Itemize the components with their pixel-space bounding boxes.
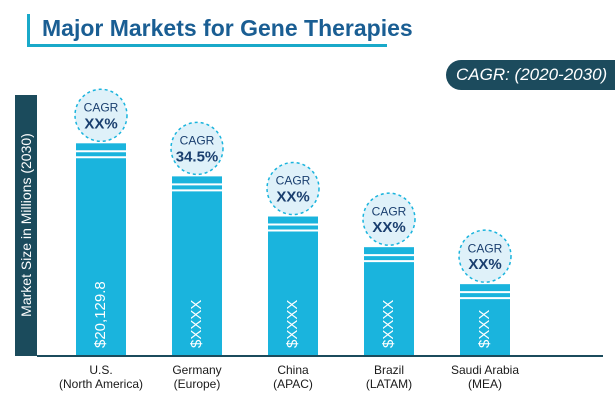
bar [460, 284, 510, 356]
cagr-bubble-value: XX% [84, 115, 117, 132]
bar [172, 176, 222, 356]
x-tick-label-line: (APAC) [273, 377, 313, 391]
x-tick-label: Brazil (LATAM) [334, 363, 444, 391]
x-tick-label-line: Germany [172, 363, 222, 377]
cagr-period-label: CAGR: (2020-2030) [456, 65, 608, 84]
x-tick-label-line: U.S. [89, 363, 113, 377]
bar-value-label: $XXXX [284, 300, 301, 348]
x-tick-label-line: China [277, 363, 309, 377]
x-tick-label: China (APAC) [238, 363, 348, 391]
bar [76, 143, 126, 356]
x-tick-label-line: Saudi Arabia [450, 363, 520, 377]
cagr-bubble-heading: CAGR [468, 241, 503, 255]
cagr-period-badge [446, 60, 615, 90]
bar [364, 247, 414, 356]
bar-value-label: $XXX [476, 310, 493, 348]
cagr-bubble-value: XX% [468, 256, 501, 273]
cagr-bubble-value: XX% [276, 188, 309, 205]
x-tick-label: Saudi Arabia (MEA) [430, 363, 540, 391]
bar-value-label: $XXXX [188, 300, 205, 348]
cagr-bubble [458, 229, 512, 283]
x-tick-label-line: (Europe) [173, 377, 221, 391]
cagr-bubble-value: 34.5% [176, 148, 219, 165]
cagr-bubble-heading: CAGR [276, 174, 311, 188]
bar-value-label: $20,129.8 [92, 281, 109, 348]
chart-title: Major Markets for Gene Therapies [42, 15, 413, 41]
x-tick-label: U.S. (North America) [46, 363, 156, 391]
cagr-bubble [170, 121, 224, 176]
x-tick-label: Germany (Europe) [142, 363, 252, 391]
cagr-bubble-heading: CAGR [84, 100, 119, 114]
bar [268, 216, 318, 356]
x-tick-label-line: Brazil [373, 363, 404, 377]
bar-value-label: $XXXX [380, 300, 397, 348]
cagr-bubble [266, 161, 320, 216]
cagr-bubble-heading: CAGR [180, 134, 215, 148]
x-tick-label-line: (LATAM) [365, 377, 413, 391]
x-tick-label-line: (North America) [58, 377, 144, 391]
cagr-bubble-value: XX% [372, 219, 405, 236]
y-axis-label-box [15, 95, 37, 356]
cagr-bubble-heading: CAGR [372, 204, 407, 218]
cagr-bubble [362, 192, 416, 246]
cagr-bubble [74, 88, 128, 143]
title-accent-frame [27, 14, 387, 47]
x-tick-label-line: (MEA) [468, 377, 502, 391]
